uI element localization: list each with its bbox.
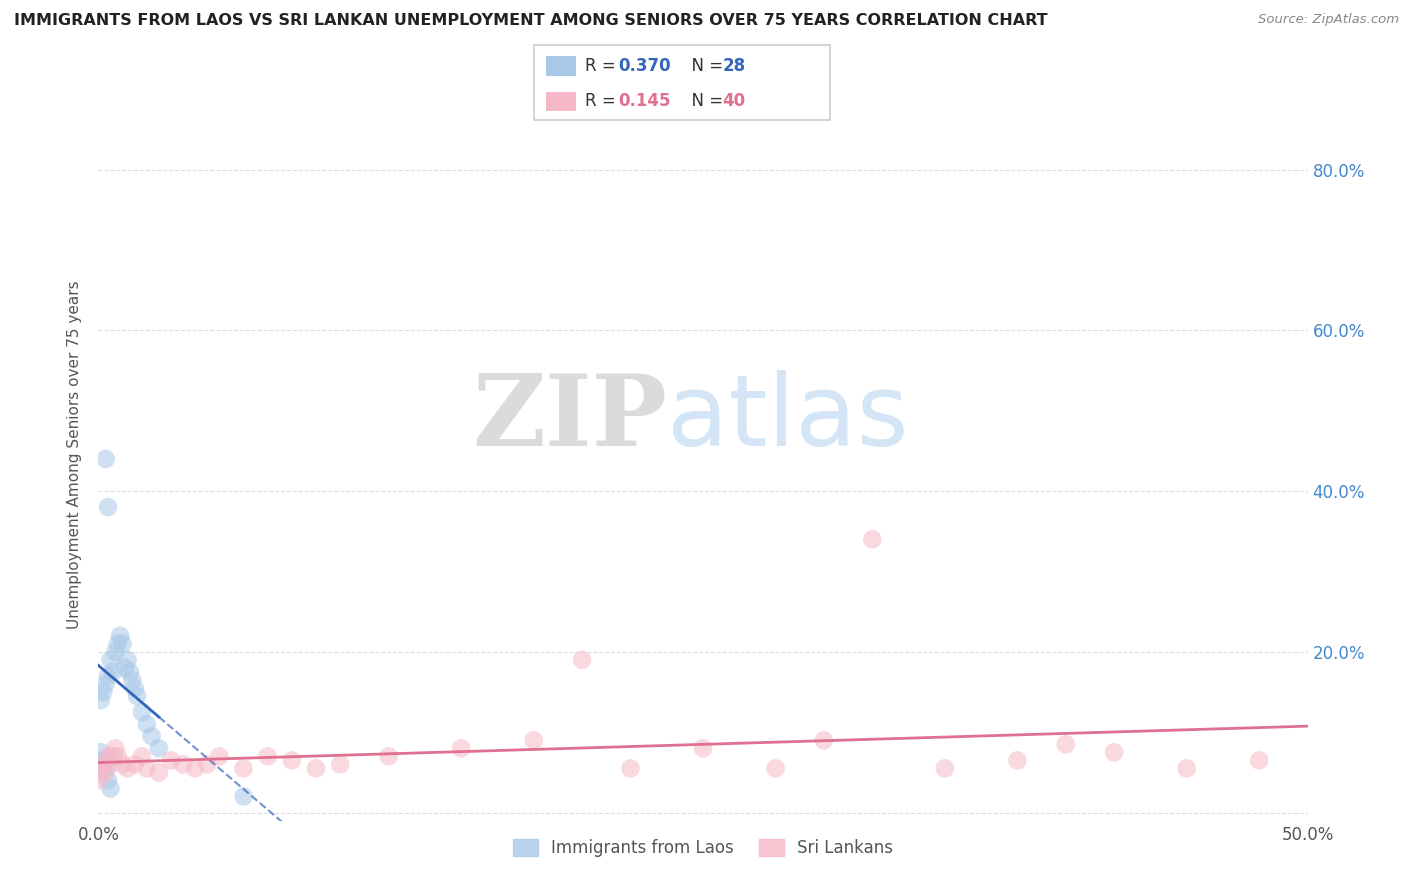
Point [90,765,112,780]
Text: R =: R = [585,57,621,75]
Point [765,761,787,775]
Point [377,749,399,764]
Text: atlas: atlas [666,370,908,467]
Point [100,653,122,667]
Point [90,693,112,707]
Point [860,533,883,547]
Point [121,673,143,687]
Point [256,749,278,764]
Point [117,761,139,775]
Point [934,761,956,775]
Point [135,761,157,775]
Point [329,757,352,772]
Point [114,661,136,675]
Point [135,717,157,731]
Point [131,705,153,719]
Point [208,749,231,764]
Point [107,749,129,764]
Point [108,629,131,643]
Point [571,653,593,667]
Point [90,745,112,759]
Point [91,757,114,772]
Point [94,677,117,691]
Point [148,741,170,756]
Point [100,781,122,796]
Point [124,681,146,695]
Point [232,761,254,775]
Text: R =: R = [585,93,621,111]
Text: N =: N = [681,93,728,111]
Point [1249,753,1271,767]
Point [94,765,117,780]
Point [619,761,641,775]
Point [450,741,472,756]
Point [172,757,194,772]
Point [692,741,714,756]
Point [97,749,120,764]
Text: 0.370: 0.370 [619,57,671,75]
Point [97,773,120,788]
Point [118,665,141,679]
Point [127,689,149,703]
Point [160,753,183,767]
Point [104,645,127,659]
Text: IMMIGRANTS FROM LAOS VS SRI LANKAN UNEMPLOYMENT AMONG SENIORS OVER 75 YEARS CORR: IMMIGRANTS FROM LAOS VS SRI LANKAN UNEMP… [14,13,1047,29]
Point [97,669,120,683]
Point [101,665,124,679]
Point [1102,745,1125,759]
Point [117,653,139,667]
Point [195,757,218,772]
Point [101,749,124,764]
Text: 28: 28 [723,57,745,75]
Point [1175,761,1198,775]
Point [97,500,120,515]
Point [111,637,134,651]
Point [124,757,146,772]
Legend: Immigrants from Laos, Sri Lankans: Immigrants from Laos, Sri Lankans [506,832,900,863]
Point [131,749,153,764]
Point [111,757,134,772]
Point [87,773,110,788]
Point [91,685,114,699]
Point [100,757,122,772]
Point [91,753,114,767]
Point [94,761,117,775]
Point [813,733,835,747]
Point [305,761,328,775]
Text: 40: 40 [723,93,745,111]
Text: 0.145: 0.145 [619,93,671,111]
Point [1054,737,1077,751]
Text: N =: N = [681,57,728,75]
Text: Source: ZipAtlas.com: Source: ZipAtlas.com [1258,13,1399,27]
Point [184,761,207,775]
Point [232,789,254,804]
Point [94,452,117,467]
Y-axis label: Unemployment Among Seniors over 75 years: Unemployment Among Seniors over 75 years [67,281,83,629]
Point [1007,753,1029,767]
Point [148,765,170,780]
Point [141,729,163,743]
Point [281,753,304,767]
Point [523,733,546,747]
Point [104,741,127,756]
Point [107,637,129,651]
Text: ZIP: ZIP [472,370,666,467]
